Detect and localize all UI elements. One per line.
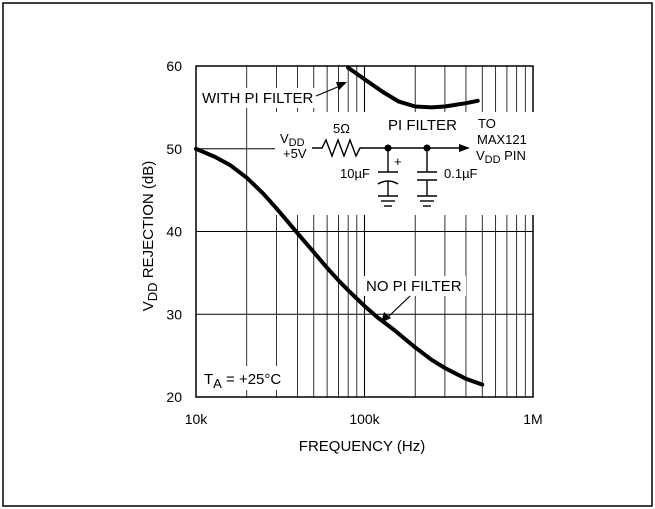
circuit-vdd-label: VDD — [280, 131, 305, 149]
no-filter-label: NO PI FILTER — [366, 278, 462, 295]
cap1-polarity: + — [394, 154, 402, 169]
dest-label-to: TO — [478, 116, 496, 131]
pi-filter-circuit: PI FILTER VDD +5V 5Ω + 10µF 0.1µF TO MAX… — [280, 116, 527, 207]
y-axis-label: VDD REJECTION (dB) — [140, 161, 160, 311]
dest-label-device: MAX121 — [477, 132, 527, 147]
series-line-with-pi-filter — [346, 65, 480, 110]
with-filter-label: WITH PI FILTER — [202, 90, 314, 107]
circuit-supply-label: +5V — [283, 146, 307, 161]
y-tick-label: 30 — [166, 306, 182, 322]
y-tick-label: 40 — [166, 224, 182, 240]
x-tick-label: 10k — [185, 411, 209, 427]
no-filter-pointer-line — [386, 295, 411, 319]
circuit-inset-background — [275, 112, 535, 215]
y-tick-label: 20 — [166, 389, 182, 405]
no-filter-pointer-arrowhead — [381, 312, 391, 323]
cap1-label: 10µF — [340, 166, 370, 181]
y-tick-label: 50 — [166, 141, 182, 157]
x-tick-label: 1M — [523, 411, 542, 427]
x-tick-label: 100k — [349, 411, 380, 427]
resistor-label: 5Ω — [333, 121, 350, 136]
dest-label-pin: VDD PIN — [476, 148, 526, 166]
cap2-label: 0.1µF — [444, 166, 478, 181]
data-series — [194, 65, 485, 387]
y-tick-label: 60 — [166, 58, 182, 74]
with-filter-label-background — [200, 88, 316, 108]
x-tick-labels: 10k 100k 1M — [185, 411, 543, 427]
plot-frame — [195, 65, 534, 398]
series-line-no-pi-filter — [194, 146, 485, 387]
x-axis-label: FREQUENCY (Hz) — [299, 438, 425, 455]
y-tick-labels: 20 30 40 50 60 — [166, 58, 182, 405]
with-filter-pointer-line — [315, 85, 341, 97]
with-filter-pointer-arrowhead — [336, 82, 347, 90]
resistor-symbol — [312, 138, 460, 158]
temperature-label: TA = +25°C — [204, 371, 281, 391]
output-arrowhead — [459, 144, 470, 152]
no-filter-label-background — [364, 276, 466, 296]
temperature-label-background — [200, 366, 296, 390]
circuit-title: PI FILTER — [388, 117, 457, 134]
